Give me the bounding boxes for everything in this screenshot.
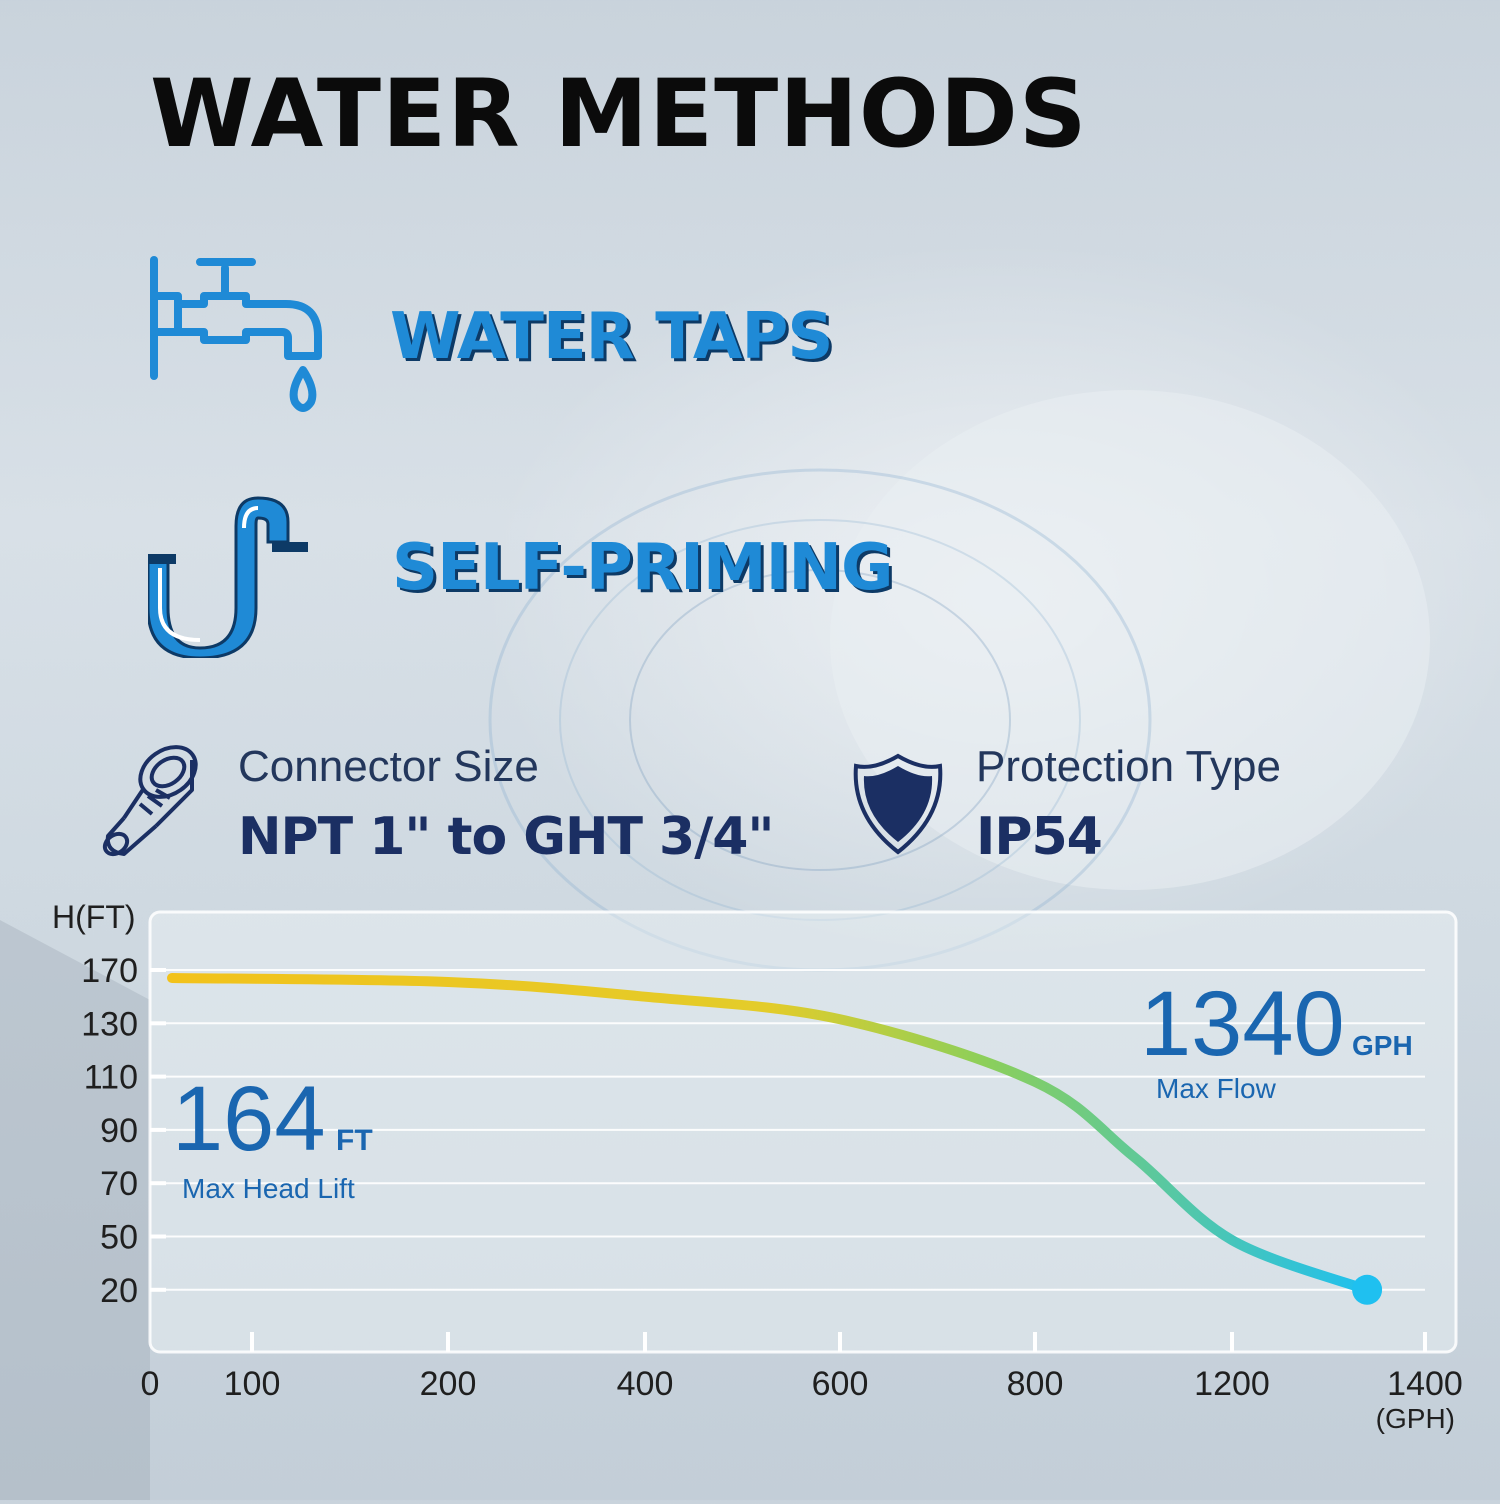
spec-label-protection: Protection Type: [976, 742, 1281, 791]
page-title: WATER METHODS: [150, 60, 1088, 169]
spec-protection-type: Protection Type IP54: [976, 742, 1281, 867]
performance-chart-svg: 170 130 110 90 70 50 20 0 100 200 400 600 800 1200 14…: [52, 899, 1463, 1434]
y-tick-label: 130: [81, 1005, 138, 1043]
pipe-trap-icon: [148, 496, 308, 658]
y-tick-label: 110: [84, 1059, 138, 1097]
spec-value-connector: NPT 1" to GHT 3/4": [238, 807, 774, 867]
method-label-water-taps: WATER TAPS: [390, 300, 833, 374]
performance-curve: [167, 973, 1373, 1295]
x-tick-label: 800: [1007, 1365, 1064, 1403]
max-flow-label: Max Flow: [1156, 1073, 1277, 1104]
x-tick-label: 1200: [1194, 1365, 1270, 1403]
max-head-unit: FT: [336, 1124, 373, 1157]
y-tick-label: 90: [100, 1112, 138, 1150]
max-flow-unit: GPH: [1352, 1030, 1413, 1061]
method-self-priming: SELF-PRIMING: [148, 458, 893, 658]
max-flow-point: [1352, 1274, 1383, 1305]
method-label-self-priming: SELF-PRIMING: [392, 531, 893, 605]
performance-chart: 170 130 110 90 70 50 20 0 100 200 400 600 800 1200 14…: [0, 880, 1500, 1500]
spec-connector-size: Connector Size NPT 1" to GHT 3/4": [238, 742, 774, 867]
shield-icon: [853, 753, 943, 855]
chart-plot-panel: [148, 910, 1458, 1354]
y-axis-title: H(FT): [52, 899, 136, 935]
max-head-label: Max Head Lift: [182, 1173, 355, 1204]
max-head-value: 164: [172, 1068, 326, 1170]
y-tick-label: 70: [100, 1165, 138, 1203]
method-water-taps: WATER TAPS: [148, 252, 833, 422]
x-tick-label: 1400: [1387, 1365, 1463, 1403]
hose-connector-icon: [102, 745, 198, 857]
y-tick-label: 50: [100, 1219, 138, 1257]
x-origin-label: 0: [141, 1365, 160, 1403]
water-tap-icon: [150, 256, 322, 412]
x-axis-unit: (GPH): [1376, 1403, 1455, 1434]
x-tick-label: 600: [812, 1365, 869, 1403]
y-tick-label: 20: [100, 1272, 138, 1310]
x-tick-label: 400: [617, 1365, 674, 1403]
max-flow-value: 1340: [1140, 973, 1345, 1075]
spec-value-protection: IP54: [976, 807, 1103, 867]
y-tick-label: 170: [81, 952, 138, 990]
spec-label-connector: Connector Size: [238, 742, 539, 791]
x-tick-label: 100: [224, 1365, 281, 1403]
x-tick-label: 200: [420, 1365, 477, 1403]
